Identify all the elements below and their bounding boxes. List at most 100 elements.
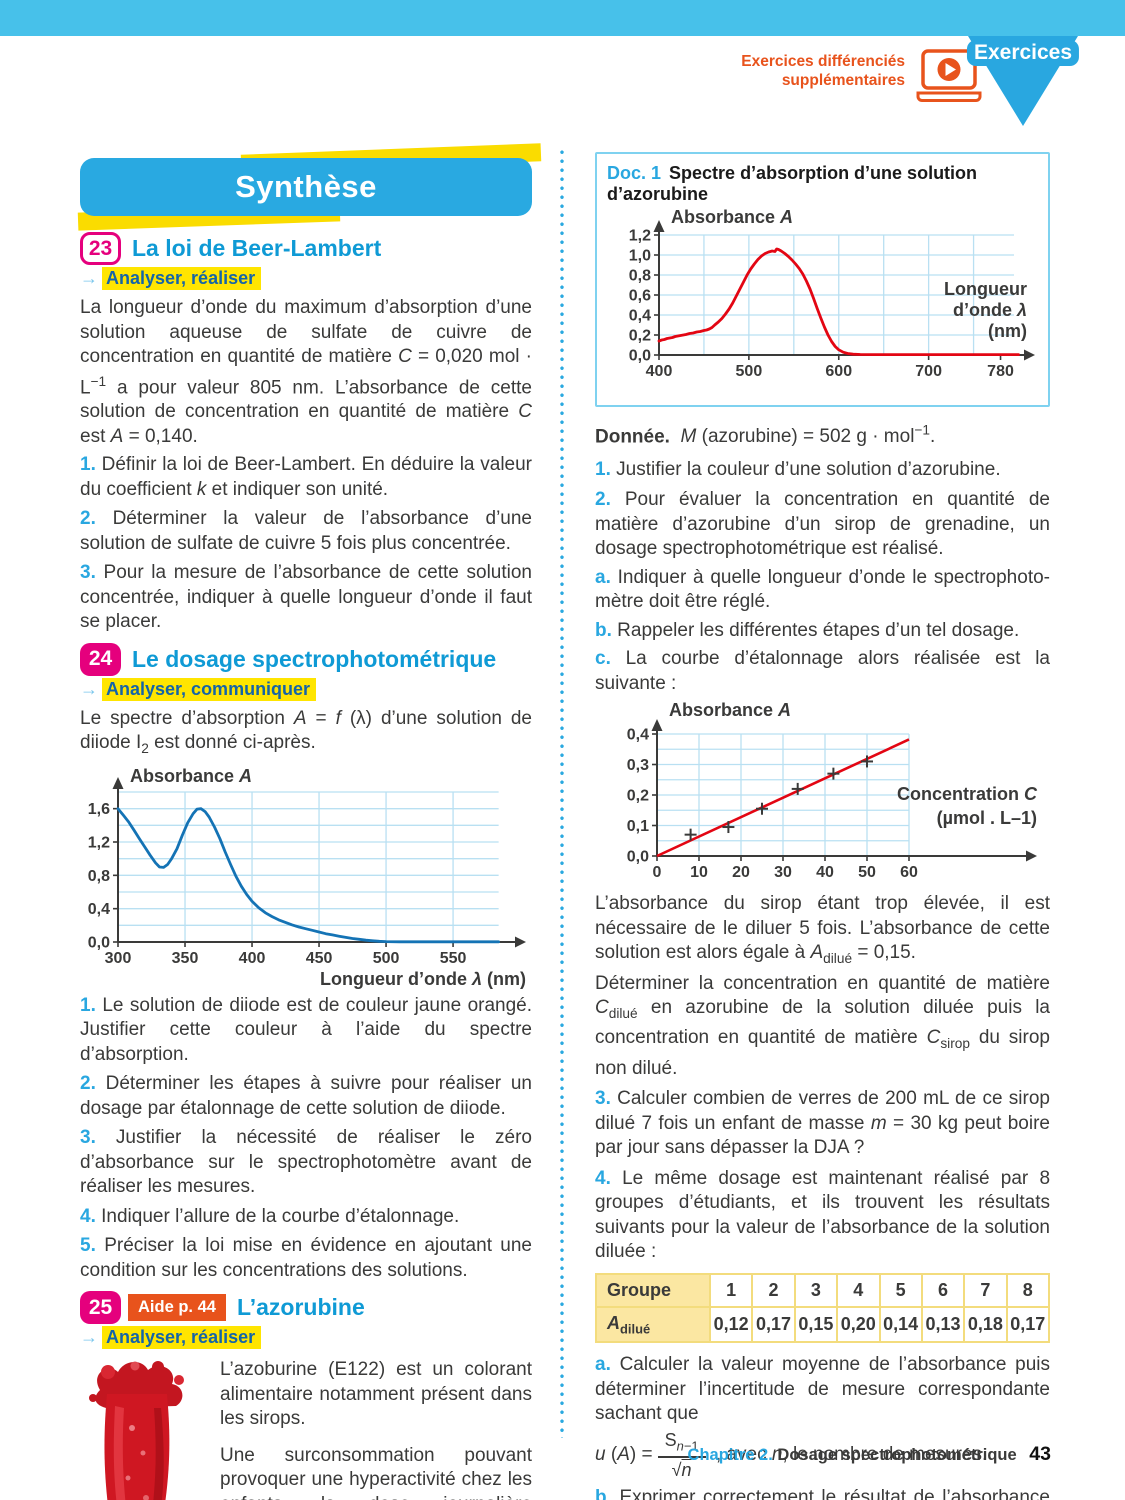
table-cell: 1 [708, 1272, 754, 1308]
svg-text:1,2: 1,2 [629, 228, 651, 245]
sub-question: b. Rappeler les différentes étapes d’un … [595, 619, 1050, 644]
svg-text:0,8: 0,8 [88, 867, 110, 884]
svg-text:350: 350 [172, 950, 199, 967]
svg-text:0,4: 0,4 [627, 727, 649, 744]
page-footer: Chapitre 2. Dosage spectrophotométrique … [688, 1443, 1051, 1466]
note-line1: Exercices différenciés [741, 53, 905, 70]
svg-text:0,4: 0,4 [88, 901, 110, 918]
exercices-banner: Exercices [966, 36, 1080, 126]
exercise-25-content: L’azoburine (E122) est un colorant ali­m… [80, 1358, 532, 1500]
diiode-absorption-spectrum-chart: 0,0 0,4 0,8 1,2 1,6 300 350 400 450 500 550 Absorba… [88, 766, 526, 989]
question-text: Exprimer correctement le résultat de l’a… [619, 1486, 1050, 1500]
svg-text:780: 780 [987, 363, 1014, 380]
question-number: 4. [595, 1167, 611, 1189]
exercise-25-number-badge: 25 [80, 1291, 121, 1325]
question-text: Justifier la couleur d’une solution d’az… [616, 458, 1001, 480]
sub-question: b. Exprimer correctement le résultat de … [595, 1486, 1050, 1500]
question-text: Le solution de diiode est de couleur jau… [80, 994, 533, 1065]
right-column: Doc. 1 Spectre d’absorption d’une solutio… [595, 152, 1050, 1500]
svg-text:Absorbance A: Absorbance A [669, 700, 791, 720]
formula-denominator: √n [671, 1460, 692, 1480]
question: 4. Le même dosage est maintenant réalisé… [595, 1167, 1050, 1265]
svg-text:(nm): (nm) [988, 321, 1027, 341]
question-text: Définir la loi de Beer-Lambert. En dédui… [80, 454, 532, 500]
svg-text:0,2: 0,2 [629, 328, 651, 345]
exercise-23-intro: La longueur d’onde du maximum d’absorpti… [80, 297, 532, 447]
video-play-button[interactable] [916, 48, 982, 113]
table-cell: 6 [920, 1272, 966, 1308]
svg-text:0,3: 0,3 [627, 757, 649, 774]
exercise-24-skills: → Analyser, communiquer [80, 677, 532, 701]
doc1-label: Doc. 1 [607, 163, 662, 183]
exercise-25-skills: → Analyser, réaliser [80, 1326, 532, 1350]
question-number: 1. [80, 454, 96, 476]
left-column: Synthèse 23 La loi de Beer-Lambert → Anal… [77, 143, 542, 1500]
table-cell: 0,13 [920, 1305, 966, 1344]
question: 4. Indiquer l’allure de la courbe d’étal… [80, 1205, 532, 1230]
formula-fraction: Sn−1 √n [657, 1430, 706, 1480]
question-text: Indiquer à quelle longueur d’onde le spe… [595, 566, 1050, 613]
question: 2. Déterminer la valeur de l’absorbance … [80, 507, 532, 556]
donnee-label: Donnée. [595, 426, 670, 448]
svg-text:400: 400 [646, 363, 673, 380]
svg-text:0,2: 0,2 [627, 788, 649, 805]
azorubine-absorption-spectrum-chart: 0,0 0,2 0,4 0,6 0,8 1,0 1,2 400 500 600 700 780 Abso… [629, 207, 1035, 380]
donnee-line: Donnée. M (azorubine) = 502 g · mol−1. [595, 419, 1050, 450]
question-text: Calculer combien de verres de 200 mL de … [595, 1088, 1050, 1159]
red-syrup-photo [80, 1358, 198, 1500]
table-cell: 8 [1005, 1272, 1051, 1308]
exercise-23-number-badge: 23 [80, 232, 121, 265]
question-number: 2. [80, 1073, 96, 1095]
svg-text:Concentration C: Concentration C [897, 784, 1038, 804]
doc1-box: Doc. 1 Spectre d’absorption d’une solutio… [595, 152, 1050, 407]
question-letter: b. [595, 619, 612, 641]
table-cell: Groupe [595, 1272, 711, 1308]
svg-text:0,0: 0,0 [88, 934, 110, 951]
svg-text:700: 700 [915, 363, 942, 380]
table-cell: 2 [751, 1272, 796, 1308]
svg-text:1,2: 1,2 [88, 834, 110, 851]
question-text: Préciser la loi mise en évidence en ajou… [80, 1235, 532, 1281]
exercise-23-skills: → Analyser, réaliser [80, 267, 532, 290]
question: 1. Le solution de diiode est de couleur … [80, 994, 532, 1068]
question-number: 3. [80, 562, 96, 584]
svg-text:600: 600 [825, 363, 852, 380]
question-number: 3. [595, 1088, 611, 1110]
supplementary-exercises-note: Exercices différenciés supplémentaires [660, 52, 905, 90]
table-cell: 0,12 [708, 1305, 754, 1344]
help-page-badge[interactable]: Aide p. 44 [128, 1294, 226, 1322]
svg-text:40: 40 [816, 864, 834, 881]
skills-tag: Analyser, réaliser [102, 1326, 262, 1350]
exercices-banner-label: Exercices [966, 40, 1080, 66]
svg-text:1,6: 1,6 [88, 801, 110, 818]
svg-text:60: 60 [900, 864, 918, 881]
exercise-25-title: L’azorubine [236, 1294, 365, 1321]
svg-text:300: 300 [105, 950, 132, 967]
svg-text:(µmol . L–1): (µmol . L–1) [937, 808, 1037, 828]
question: 1. Justifier la couleur d’une solution d… [595, 458, 1050, 483]
table-row: Adilué 0,12 0,17 0,15 0,20 0,14 0,13 0,18 0,17 [595, 1305, 1051, 1344]
exercise-25-paragraph-1: L’azoburine (E122) est un colorant ali­m… [220, 1359, 532, 1430]
svg-text:d’onde λ: d’onde λ [953, 300, 1027, 320]
question-text: Le même dosage est maintenant réalisé pa… [595, 1167, 1051, 1263]
skills-tag: Analyser, réaliser [102, 267, 262, 290]
note-line2: supplémentaires [781, 72, 905, 89]
table-cell: 0,20 [836, 1305, 881, 1344]
question: 3. Justifier la nécessité de réaliser le… [80, 1126, 532, 1200]
question-text: Rappeler les différentes étapes d’un tel… [617, 619, 1020, 641]
svg-text:550: 550 [440, 950, 467, 967]
exercise-24-header: 24 Le dosage spectrophotométrique [80, 642, 532, 676]
sub-question: a. Indiquer à quelle longueur d’onde le … [595, 566, 1050, 615]
calibration-curve-chart: 0,0 0,1 0,2 0,3 0,4 0 10 20 30 40 50 60 Absorbance A… [627, 700, 1038, 881]
question-text: Calculer la valeur moyenne de l’absorban… [595, 1354, 1050, 1425]
column-divider [560, 150, 564, 1438]
question-letter: b. [595, 1486, 612, 1500]
question-letter: a. [595, 1354, 611, 1376]
svg-text:0,6: 0,6 [629, 288, 651, 305]
question-number: 4. [80, 1205, 96, 1227]
table-cell: 5 [878, 1272, 923, 1308]
question-text: Déterminer la valeur de l’absorbance d’u… [80, 508, 533, 554]
svg-text:Longueur d’onde λ (nm): Longueur d’onde λ (nm) [320, 969, 526, 989]
svg-text:0,0: 0,0 [629, 348, 651, 365]
